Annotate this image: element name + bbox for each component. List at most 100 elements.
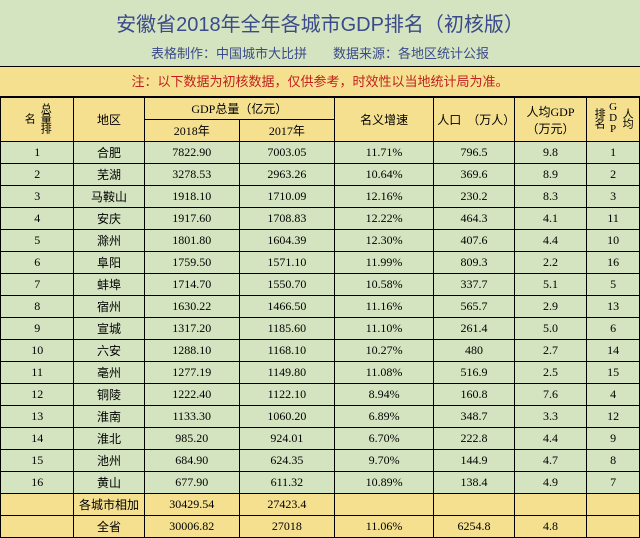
cell-pgdp: 8.9 (514, 164, 586, 186)
cell-region: 芜湖 (74, 164, 144, 186)
cell-pgdp: 5.0 (514, 318, 586, 340)
cell-growth: 12.22% (334, 208, 433, 230)
cell-g17: 1185.60 (239, 318, 334, 340)
cell-pop: 230.2 (434, 186, 515, 208)
cell-pgdp: 2.2 (514, 252, 586, 274)
cell-pop: 144.9 (434, 450, 515, 472)
cell-rank: 11 (1, 362, 74, 384)
cell-growth: 11.08% (334, 362, 433, 384)
note: 注：以下数据为初核数据，仅供参考，时效性以当地统计局为准。 (0, 66, 640, 97)
province-cell (1, 516, 74, 538)
cell-pop: 348.7 (434, 406, 515, 428)
hdr-gdp-total: GDP总量（亿元） (144, 98, 334, 120)
cell-prank: 6 (587, 318, 640, 340)
cell-growth: 10.27% (334, 340, 433, 362)
table-row: 11亳州1277.191149.8011.08%516.92.515 (1, 362, 640, 384)
cell-g17: 1604.39 (239, 230, 334, 252)
cell-g18: 1801.80 (144, 230, 239, 252)
hdr-2018: 2018年 (144, 120, 239, 142)
cell-g18: 1288.10 (144, 340, 239, 362)
cell-pgdp: 4.4 (514, 230, 586, 252)
cell-pop: 160.8 (434, 384, 515, 406)
cell-prank: 14 (587, 340, 640, 362)
cell-rank: 5 (1, 230, 74, 252)
cell-pop: 464.3 (434, 208, 515, 230)
cell-growth: 11.16% (334, 296, 433, 318)
cell-pop: 796.5 (434, 142, 515, 164)
sum-row: 各城市相加30429.5427423.4 (1, 494, 640, 516)
cell-pop: 565.7 (434, 296, 515, 318)
table-row: 12铜陵1222.401122.108.94%160.87.64 (1, 384, 640, 406)
province-cell: 6254.8 (434, 516, 515, 538)
cell-prank: 8 (587, 450, 640, 472)
cell-rank: 2 (1, 164, 74, 186)
cell-g17: 1550.70 (239, 274, 334, 296)
table-row: 8宿州1630.221466.5011.16%565.72.913 (1, 296, 640, 318)
province-cell (587, 516, 640, 538)
cell-g18: 1759.50 (144, 252, 239, 274)
province-cell: 11.06% (334, 516, 433, 538)
cell-pgdp: 4.1 (514, 208, 586, 230)
cell-g17: 924.01 (239, 428, 334, 450)
sum-cell (434, 494, 515, 516)
sum-cell: 各城市相加 (74, 494, 144, 516)
cell-g18: 1630.22 (144, 296, 239, 318)
cell-rank: 8 (1, 296, 74, 318)
cell-g18: 1317.20 (144, 318, 239, 340)
cell-prank: 16 (587, 252, 640, 274)
cell-g18: 1277.19 (144, 362, 239, 384)
cell-pop: 369.6 (434, 164, 515, 186)
cell-growth: 11.10% (334, 318, 433, 340)
hdr-growth: 名义增速 (334, 98, 433, 142)
gdp-table: 总量排名 地区 GDP总量（亿元） 名义增速 人口 （万人） 人均GDP（万元）… (0, 97, 640, 538)
cell-region: 亳州 (74, 362, 144, 384)
cell-pop: 407.6 (434, 230, 515, 252)
cell-region: 淮北 (74, 428, 144, 450)
cell-g18: 1133.30 (144, 406, 239, 428)
cell-region: 安庆 (74, 208, 144, 230)
cell-rank: 14 (1, 428, 74, 450)
cell-prank: 2 (587, 164, 640, 186)
cell-pgdp: 2.9 (514, 296, 586, 318)
cell-g18: 3278.53 (144, 164, 239, 186)
cell-pgdp: 7.6 (514, 384, 586, 406)
sum-cell (587, 494, 640, 516)
cell-prank: 1 (587, 142, 640, 164)
hdr-pop: 人口 （万人） (434, 98, 515, 142)
cell-growth: 6.89% (334, 406, 433, 428)
sum-cell (334, 494, 433, 516)
hdr-2017: 2017年 (239, 120, 334, 142)
cell-region: 铜陵 (74, 384, 144, 406)
sum-cell: 27423.4 (239, 494, 334, 516)
table-row: 2芜湖3278.532963.2610.64%369.68.92 (1, 164, 640, 186)
cell-growth: 12.30% (334, 230, 433, 252)
province-cell: 全省 (74, 516, 144, 538)
province-cell: 27018 (239, 516, 334, 538)
cell-pop: 138.4 (434, 472, 515, 494)
cell-pgdp: 4.4 (514, 428, 586, 450)
cell-growth: 6.70% (334, 428, 433, 450)
table-row: 3马鞍山1918.101710.0912.16%230.28.33 (1, 186, 640, 208)
sum-cell (514, 494, 586, 516)
cell-growth: 11.71% (334, 142, 433, 164)
hdr-pgdp: 人均GDP（万元） (514, 98, 586, 142)
hdr-prank: 人均GDP排名 (591, 98, 635, 137)
cell-g17: 1571.10 (239, 252, 334, 274)
cell-g18: 684.90 (144, 450, 239, 472)
cell-rank: 4 (1, 208, 74, 230)
cell-pop: 222.8 (434, 428, 515, 450)
cell-g17: 611.32 (239, 472, 334, 494)
cell-region: 阜阳 (74, 252, 144, 274)
cell-g18: 1714.70 (144, 274, 239, 296)
cell-region: 淮南 (74, 406, 144, 428)
table-row: 13淮南1133.301060.206.89%348.73.312 (1, 406, 640, 428)
cell-pgdp: 2.5 (514, 362, 586, 384)
cell-prank: 3 (587, 186, 640, 208)
cell-pgdp: 5.1 (514, 274, 586, 296)
cell-rank: 9 (1, 318, 74, 340)
table-row: 4安庆1917.601708.8312.22%464.34.111 (1, 208, 640, 230)
cell-g17: 1708.83 (239, 208, 334, 230)
table-row: 9宣城1317.201185.6011.10%261.45.06 (1, 318, 640, 340)
table-row: 7蚌埠1714.701550.7010.58%337.75.15 (1, 274, 640, 296)
cell-rank: 16 (1, 472, 74, 494)
